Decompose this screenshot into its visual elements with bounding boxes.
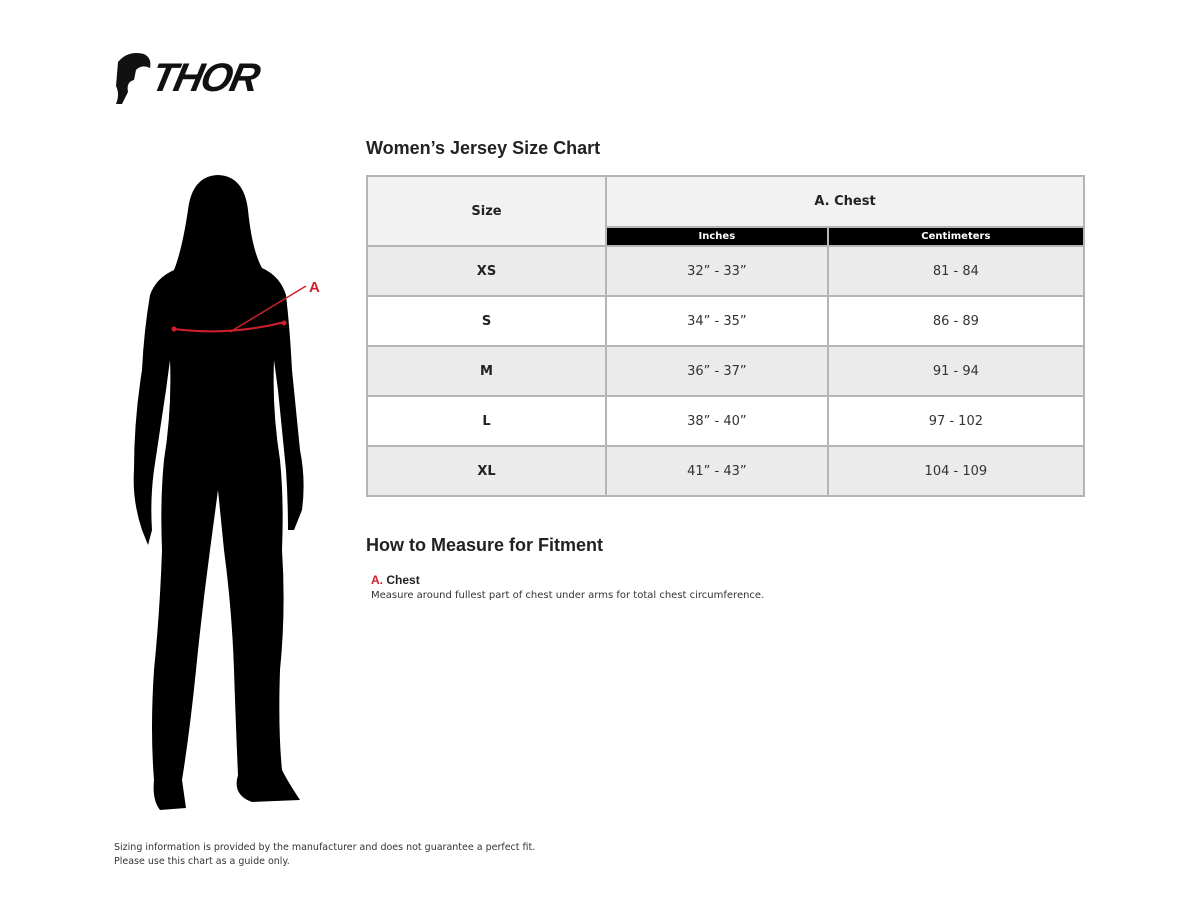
inches-cell: 34” - 35” (605, 295, 829, 347)
header-chest: A. Chest (605, 175, 1085, 228)
cm-cell: 86 - 89 (826, 295, 1086, 347)
inches-cell: 38” - 40” (605, 395, 829, 447)
chart-title: Women’s Jersey Size Chart (366, 138, 601, 158)
size-cell: XS (366, 245, 607, 297)
thor-helmet-icon (116, 53, 151, 104)
thor-logo: THOR (114, 48, 286, 106)
size-table: Size A. Chest Inches Centimeters XS 32” -… (366, 175, 1086, 497)
header-size: Size (366, 175, 607, 247)
inches-cell: 36” - 37” (605, 345, 829, 397)
woman-silhouette: A (133, 175, 320, 810)
table-row: XS 32” - 33” 81 - 84 (366, 245, 1086, 297)
size-cell: S (366, 295, 607, 347)
table-row: S 34” - 35” 86 - 89 (366, 295, 1086, 347)
marker-a: A (309, 279, 320, 296)
cm-cell: 97 - 102 (826, 395, 1086, 447)
size-cell: M (366, 345, 607, 397)
table-row: XL 41” - 43” 104 - 109 (366, 445, 1086, 497)
table-row: M 36” - 37” 91 - 94 (366, 345, 1086, 397)
size-cell: L (366, 395, 607, 447)
header-centimeters: Centimeters (826, 225, 1086, 248)
size-cell: XL (366, 445, 607, 497)
inches-cell: 32” - 33” (605, 245, 829, 297)
cm-cell: 104 - 109 (826, 445, 1086, 497)
inches-cell: 41” - 43” (605, 445, 829, 497)
measure-title: How to Measure for Fitment (366, 535, 604, 555)
cm-cell: 91 - 94 (826, 345, 1086, 397)
measure-item-desc: Measure around fullest part of chest und… (371, 590, 765, 601)
table-row: L 38” - 40” 97 - 102 (366, 395, 1086, 447)
cm-cell: 81 - 84 (826, 245, 1086, 297)
disclaimer: Sizing information is provided by the ma… (114, 842, 536, 867)
header-inches: Inches (605, 225, 829, 248)
measure-item-label: A. Chest (371, 573, 420, 587)
